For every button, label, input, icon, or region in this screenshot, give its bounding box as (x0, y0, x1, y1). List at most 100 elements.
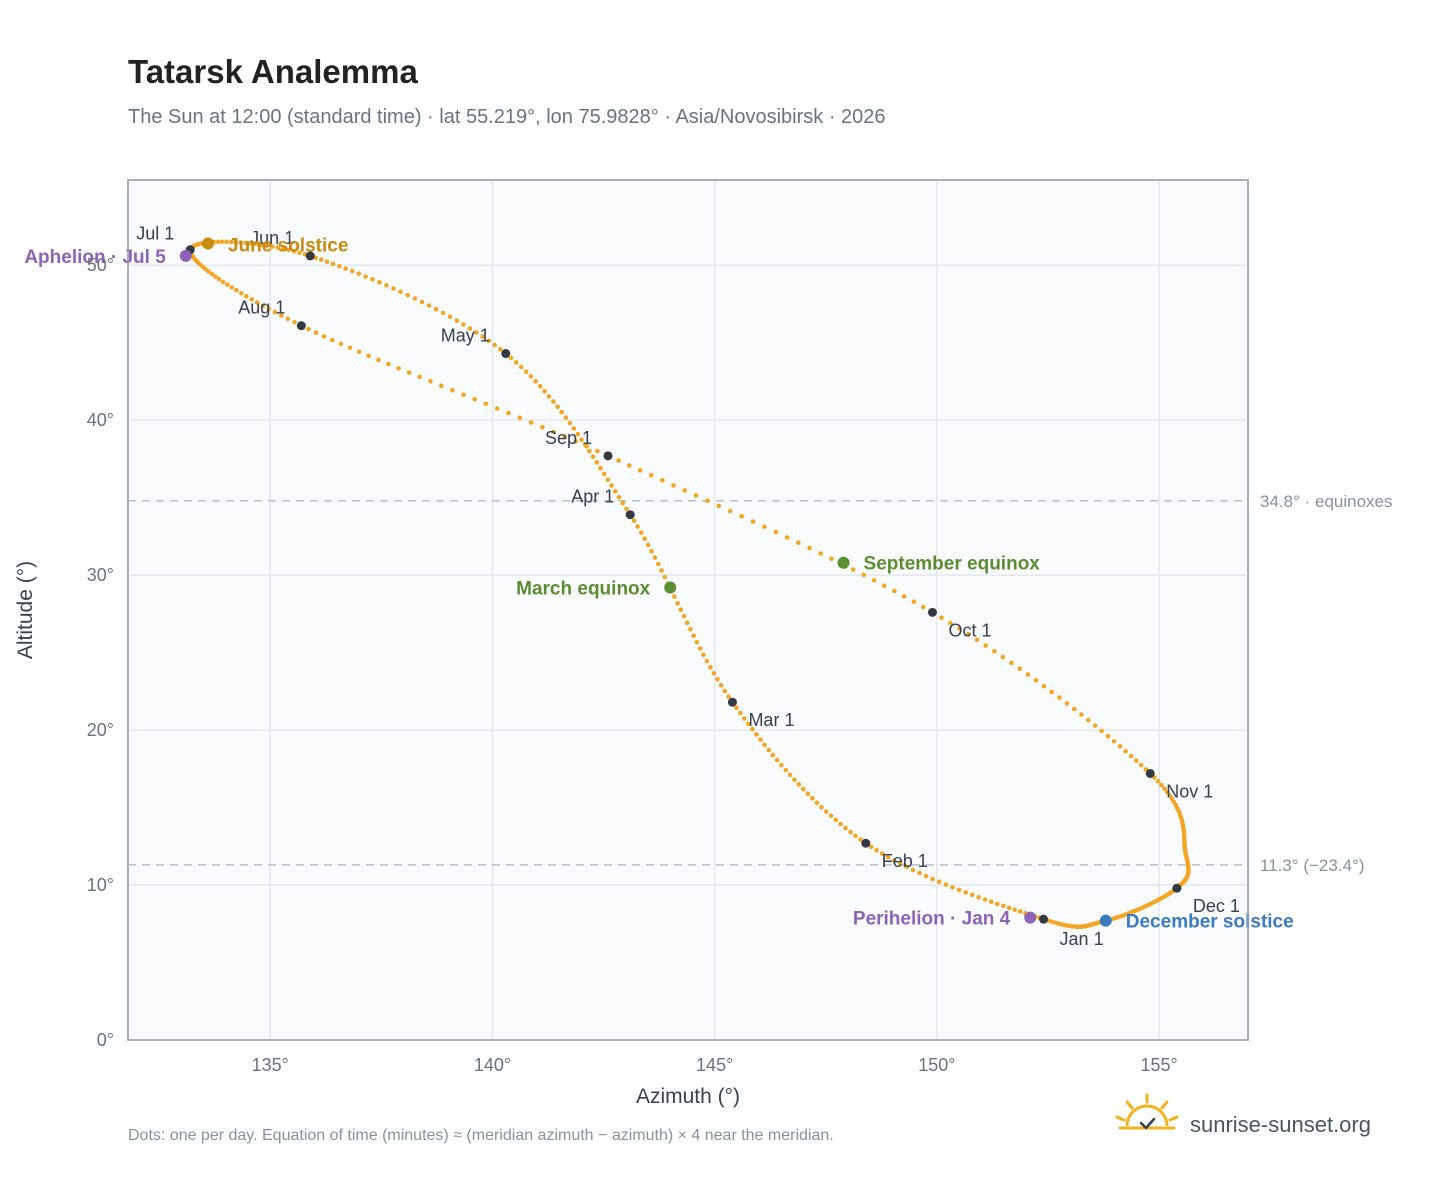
daily-dot (518, 364, 524, 370)
daily-dot (213, 274, 218, 279)
daily-dot (467, 326, 473, 331)
daily-dot (693, 493, 699, 498)
daily-dot (598, 465, 603, 471)
daily-dot (1162, 786, 1167, 791)
event-label: Aphelion · Jul 5 (24, 247, 166, 268)
daily-dot (684, 620, 690, 626)
daily-dot (861, 572, 866, 578)
daily-dot (313, 330, 319, 336)
daily-dot (330, 261, 336, 267)
daily-dot (219, 239, 225, 245)
daily-dot (363, 274, 368, 279)
daily-dot (1017, 666, 1022, 671)
event-marker (1024, 911, 1037, 924)
month-label: May 1 (441, 326, 490, 346)
y-tick-label: 20° (87, 720, 114, 740)
plot-frame (127, 179, 1249, 1041)
daily-dot (338, 341, 344, 347)
daily-dot (461, 392, 466, 398)
daily-dot (483, 401, 489, 407)
daily-dot (624, 506, 629, 512)
daily-dot (982, 897, 988, 902)
daily-dot (923, 873, 929, 879)
daily-dot (704, 658, 710, 664)
daily-dot (386, 361, 391, 367)
daily-dot (701, 652, 706, 658)
daily-dot (238, 240, 243, 245)
daily-dot (272, 309, 278, 315)
daily-dot (1000, 654, 1006, 660)
daily-dot (642, 536, 647, 541)
daily-dot (1155, 779, 1161, 784)
daily-dot (244, 294, 249, 299)
daily-dot (275, 245, 281, 250)
daily-dot (206, 269, 211, 274)
daily-dot (567, 420, 573, 426)
daily-dot (850, 567, 856, 572)
daily-dot (417, 374, 423, 380)
daily-dot (936, 879, 942, 885)
daily-dot (766, 747, 772, 753)
daily-dot (848, 829, 853, 835)
daily-dot (454, 318, 460, 323)
daily-dot (537, 383, 543, 389)
daily-dot (523, 369, 529, 375)
plot-area (127, 179, 1249, 1041)
y-tick-label: 10° (87, 875, 114, 895)
daily-dot (742, 716, 747, 721)
reference-label: 34.8° · equinoxes (1260, 492, 1393, 511)
daily-dot (551, 429, 556, 435)
month-marker (927, 607, 937, 617)
daily-dot (1001, 903, 1006, 909)
x-axis-label: Azimuth (°) (636, 1085, 740, 1108)
daily-dot (398, 289, 403, 295)
daily-dot (750, 519, 756, 524)
daily-dot (559, 409, 564, 415)
event-label: Perihelion · Jan 4 (853, 909, 1011, 930)
daily-dot (575, 431, 581, 437)
daily-dot (613, 489, 618, 494)
daily-dot (652, 555, 658, 560)
daily-dot (291, 248, 297, 254)
event-label: June solstice (228, 236, 348, 257)
daily-dot (631, 518, 637, 523)
daily-dot (645, 542, 651, 548)
daily-dot (259, 242, 264, 248)
month-marker (1145, 768, 1155, 778)
daily-dot (779, 762, 784, 768)
daily-dot (209, 271, 215, 277)
daily-dot (1071, 706, 1077, 712)
daily-dot (280, 246, 286, 251)
daily-dot (249, 297, 254, 302)
daily-dot (579, 437, 584, 443)
daily-dot (356, 271, 362, 277)
daily-dot (843, 825, 848, 831)
daily-dot (738, 710, 743, 716)
daily-dot (377, 280, 382, 285)
month-label: Feb 1 (882, 851, 928, 871)
event-label: March equinox (516, 579, 651, 600)
event-marker (1099, 914, 1112, 927)
daily-dot (562, 434, 567, 440)
chart-title: Tatarsk Analemma (128, 53, 418, 90)
daily-dot (682, 488, 687, 493)
daily-dot (898, 861, 903, 866)
daily-dot (616, 458, 621, 463)
month-marker (305, 251, 315, 261)
daily-dot (705, 498, 710, 504)
month-label: Nov 1 (1166, 781, 1213, 801)
daily-dot (1086, 717, 1091, 723)
daily-dot (492, 342, 497, 348)
daily-dot (939, 615, 944, 620)
daily-dot (439, 383, 444, 389)
daily-dot (965, 631, 971, 637)
daily-dot (498, 347, 503, 352)
daily-dot (648, 473, 654, 478)
daily-dot (659, 568, 664, 573)
event-marker (202, 237, 214, 250)
daily-dot (874, 848, 879, 853)
daily-dot (508, 355, 514, 361)
daily-dot (428, 379, 433, 384)
daily-dot (891, 858, 897, 863)
daily-dot (486, 338, 492, 344)
